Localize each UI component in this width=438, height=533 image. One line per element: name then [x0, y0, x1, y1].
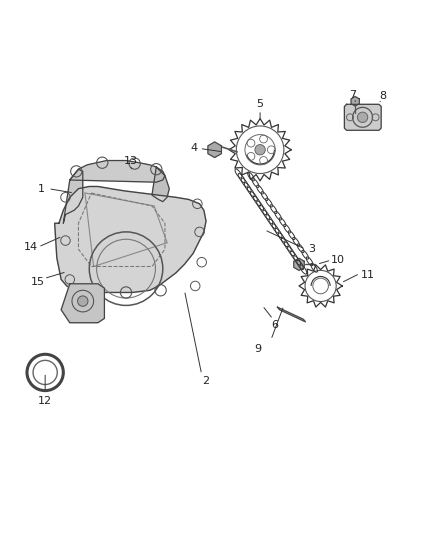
Text: 12: 12: [38, 395, 52, 406]
Text: 13: 13: [124, 156, 138, 166]
Text: 8: 8: [379, 91, 386, 101]
Text: 2: 2: [202, 376, 210, 386]
Polygon shape: [351, 96, 359, 106]
Text: 15: 15: [30, 277, 44, 287]
Polygon shape: [277, 307, 305, 322]
Text: 3: 3: [308, 244, 315, 254]
Text: 6: 6: [272, 320, 279, 330]
Text: 7: 7: [349, 90, 356, 100]
Circle shape: [255, 144, 265, 155]
Circle shape: [78, 296, 88, 306]
Polygon shape: [64, 169, 83, 223]
Polygon shape: [55, 187, 206, 293]
Text: 14: 14: [24, 242, 38, 252]
Polygon shape: [208, 142, 222, 158]
Polygon shape: [70, 160, 165, 182]
Circle shape: [357, 112, 368, 123]
Polygon shape: [344, 104, 381, 130]
Text: 5: 5: [257, 99, 264, 109]
Polygon shape: [61, 284, 104, 322]
Text: 4: 4: [191, 143, 198, 154]
Polygon shape: [152, 167, 169, 201]
Text: 11: 11: [361, 270, 375, 280]
Text: 1: 1: [38, 184, 45, 193]
Text: 9: 9: [254, 344, 261, 354]
Polygon shape: [294, 259, 304, 270]
Text: 10: 10: [331, 255, 345, 265]
